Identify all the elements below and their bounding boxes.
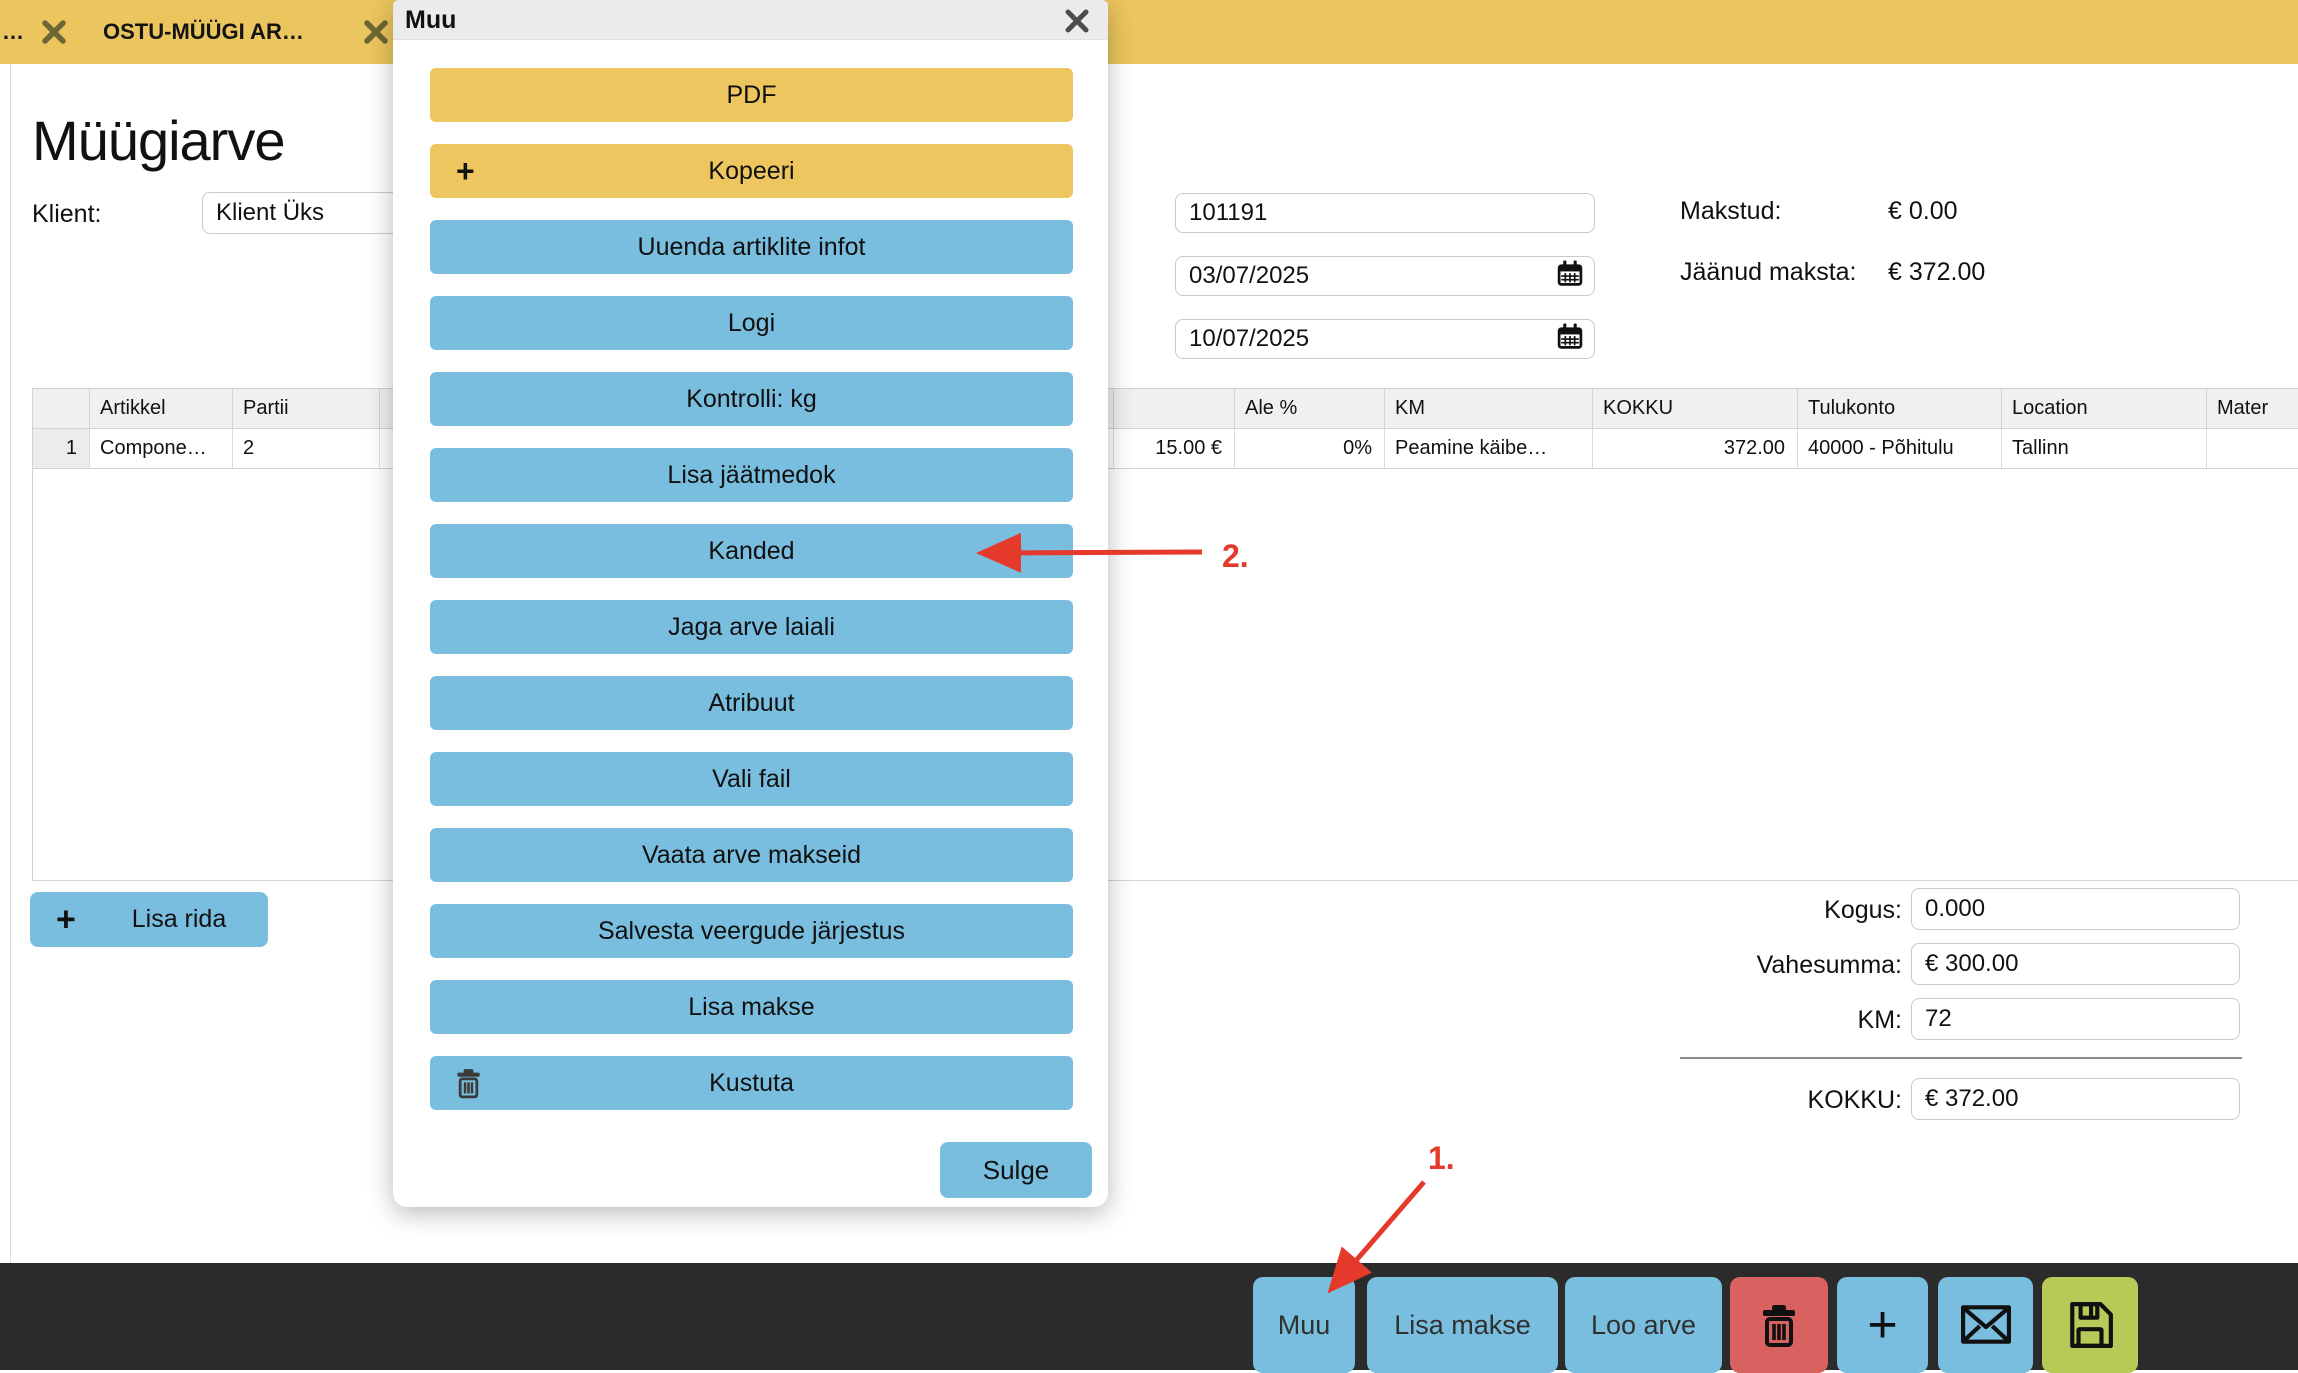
toolbar-button-plus[interactable]: + (1837, 1277, 1928, 1373)
kogus-label: Kogus: (1824, 896, 1902, 924)
modal-button-kustuta[interactable]: Kustuta (430, 1056, 1073, 1110)
modal-button-logi[interactable]: Logi (430, 296, 1073, 350)
modal-button-pdf[interactable]: PDF (430, 68, 1073, 122)
trash-icon (1763, 1305, 1795, 1347)
toolbar-button-lisa-makse[interactable]: Lisa makse (1367, 1277, 1558, 1373)
row-cell-kokku[interactable]: 372.00 (1593, 428, 1798, 468)
envelope-icon (1960, 1305, 2011, 1344)
client-label: Klient: (32, 200, 102, 228)
table-border-rowbottom (32, 468, 2298, 469)
annotation-arrow-2 (976, 532, 1203, 573)
save-icon (2070, 1302, 2113, 1348)
row-cell-location[interactable]: Tallinn (2002, 428, 2207, 468)
annotation-step-1: 1. (1428, 1140, 1455, 1176)
tab-close-icon[interactable] (363, 19, 389, 45)
row-cell-artikkel[interactable]: Compone… (90, 428, 233, 468)
modal-button-kopeeri[interactable]: + Kopeeri (430, 144, 1073, 198)
invoice-number-box (1175, 193, 1595, 233)
column-header-km: KM (1385, 388, 1593, 428)
row-cell-num[interactable]: 1 (32, 428, 90, 468)
column-header-num (32, 388, 90, 428)
modal-button-kanded[interactable]: Kanded (430, 524, 1073, 578)
due-date-box (1175, 319, 1595, 359)
sulge-button[interactable]: Sulge (940, 1142, 1092, 1198)
column-header-tulukonto: Tulukonto (1798, 388, 2002, 428)
vahesumma-input[interactable] (1912, 944, 2239, 984)
column-header-material: Mater (2207, 388, 2298, 428)
modal-button-vaata-arve-makseid[interactable]: Vaata arve makseid (430, 828, 1073, 882)
calendar-icon[interactable] (1556, 260, 1584, 293)
kokku-input-box (1911, 1078, 2240, 1120)
tab-bar: … OSTU-MÜÜGI AR… (0, 0, 2298, 64)
calendar-icon[interactable] (1556, 323, 1584, 356)
toolbar-button-trash[interactable] (1730, 1277, 1828, 1373)
row-cell-partii[interactable]: 2 (233, 428, 380, 468)
row-cell-km[interactable]: Peamine käibe… (1385, 428, 1593, 468)
column-header-kokku: KOKKU (1593, 388, 1798, 428)
modal-button-kontrolli-kg[interactable]: Kontrolli: kg (430, 372, 1073, 426)
modal-button-uuenda-artiklite-infot[interactable]: Uuenda artiklite infot (430, 220, 1073, 274)
invoice-date-box (1175, 256, 1595, 296)
close-icon[interactable] (1064, 8, 1090, 34)
modal-button-vali-fail[interactable]: Vali fail (430, 752, 1073, 806)
due-date-input[interactable] (1176, 320, 1594, 358)
muu-modal: Muu PDF + Kopeeri Uuenda artiklite infot Log… (393, 0, 1108, 1207)
remaining-value: € 372.00 (1888, 258, 1986, 286)
table-border-mid (32, 428, 2298, 429)
invoice-number-input[interactable] (1176, 194, 1594, 232)
muu-modal-header: Muu (393, 0, 1108, 40)
page-title: Müügiarve (32, 109, 285, 172)
tab-partial[interactable]: … (2, 19, 24, 44)
modal-button-lisa-makse[interactable]: Lisa makse (430, 980, 1073, 1034)
kokku-input[interactable] (1912, 1079, 2239, 1119)
tab-ostu-muugi-arved[interactable]: OSTU-MÜÜGI AR… (103, 19, 304, 44)
modal-button-atribuut[interactable]: Atribuut (430, 676, 1073, 730)
kogus-input-box (1911, 888, 2240, 930)
add-row-button[interactable]: + Lisa rida (30, 892, 268, 947)
table-border-bottom (32, 880, 2298, 881)
modal-button-jaga-arve-laiali[interactable]: Jaga arve laiali (430, 600, 1073, 654)
column-header-hind (1114, 388, 1235, 428)
annotation-step-2: 2. (1222, 538, 1249, 574)
km-input[interactable] (1912, 999, 2239, 1039)
column-header-ale: Ale % (1235, 388, 1385, 428)
tab-close-icon[interactable] (41, 19, 67, 45)
add-row-label: Lisa rida (131, 905, 227, 933)
panel-left-border (10, 64, 11, 1263)
trash-icon (457, 1069, 480, 1099)
paid-value: € 0.00 (1888, 197, 1958, 225)
muu-modal-title: Muu (405, 6, 457, 34)
vahesumma-label: Vahesumma: (1756, 951, 1902, 979)
annotation-arrow-1 (1327, 1180, 1426, 1294)
vahesumma-input-box (1911, 943, 2240, 985)
table-border-left (32, 388, 33, 880)
totals-divider (1680, 1057, 2242, 1059)
column-header-location: Location (2002, 388, 2207, 428)
column-header-artikkel: Artikkel (90, 388, 233, 428)
modal-button-lisa-j-tmedok[interactable]: Lisa jäätmedok (430, 448, 1073, 502)
column-header-partii: Partii (233, 388, 380, 428)
plus-icon: + (56, 900, 76, 938)
row-cell-tulukonto[interactable]: 40000 - Põhitulu (1798, 428, 2002, 468)
km-label: KM: (1857, 1006, 1902, 1034)
invoice-page (0, 64, 2298, 1263)
invoice-date-input[interactable] (1176, 257, 1594, 295)
kogus-input[interactable] (1912, 889, 2239, 929)
remaining-label: Jäänud maksta: (1680, 258, 1857, 286)
toolbar-button-loo-arve[interactable]: Loo arve (1565, 1277, 1722, 1373)
kokku-label: KOKKU: (1807, 1086, 1902, 1114)
toolbar-button-floppy[interactable] (2042, 1277, 2138, 1373)
row-cell-material[interactable] (2207, 428, 2298, 468)
paid-label: Makstud: (1680, 197, 1782, 225)
km-input-box (1911, 998, 2240, 1040)
row-cell-ale[interactable]: 0% (1235, 428, 1385, 468)
modal-button-salvesta-veergude-j-rjestus[interactable]: Salvesta veergude järjestus (430, 904, 1073, 958)
table-border-top (32, 388, 2298, 389)
row-cell-hind[interactable]: 15.00 € (1114, 428, 1235, 468)
toolbar-button-envelope[interactable] (1938, 1277, 2033, 1373)
